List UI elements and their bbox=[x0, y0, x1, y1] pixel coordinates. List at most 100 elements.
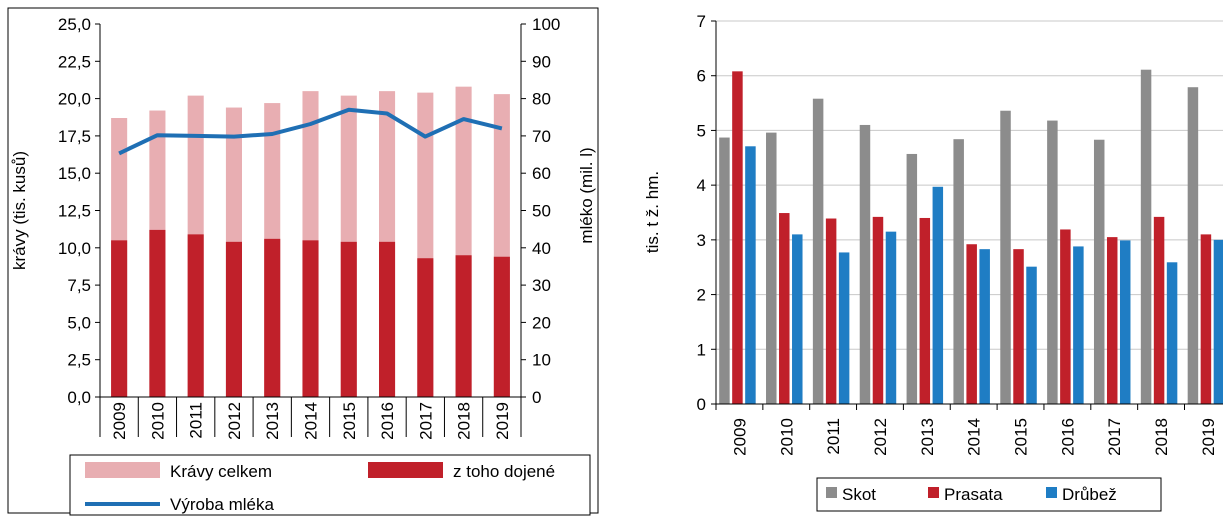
left-tick-label: 0,0 bbox=[67, 388, 91, 407]
left-tick-label: 20,0 bbox=[58, 90, 91, 109]
legend-label-milk-production: Výroba mléka bbox=[170, 495, 274, 514]
legend-label-poultry: Drůbež bbox=[1062, 485, 1117, 504]
bar-cattle bbox=[766, 132, 777, 405]
legend-label-total-cows: Krávy celkem bbox=[170, 462, 272, 481]
bar-milked-cows bbox=[340, 241, 357, 397]
x-tick-label: 2013 bbox=[263, 402, 282, 440]
meat-production-chart: 0 1 2 3 4 5 6 7 2009 2010 2011 2012 2013 2014 2015 2016… bbox=[643, 12, 1223, 512]
bar-pigs bbox=[1106, 237, 1118, 404]
right-tick-label: 100 bbox=[532, 15, 560, 34]
bar-cattle bbox=[859, 124, 871, 404]
left-tick-label: 12,5 bbox=[58, 202, 91, 221]
left-tick-label: 2,5 bbox=[67, 351, 91, 370]
bar-cattle bbox=[1000, 110, 1011, 404]
bar-milked-cows bbox=[225, 241, 242, 397]
bar-pigs bbox=[1200, 234, 1212, 404]
bar-cattle bbox=[1187, 87, 1199, 404]
right-tick-label: 40 bbox=[532, 239, 551, 258]
bar-cattle bbox=[906, 153, 918, 404]
legend-label-cattle: Skot bbox=[842, 485, 876, 504]
left-tick-label: 22,5 bbox=[58, 52, 91, 71]
left-tick-label: 17,5 bbox=[58, 127, 91, 146]
bar-poultry bbox=[1026, 266, 1037, 404]
line-milk-production bbox=[118, 107, 503, 156]
bar-pigs bbox=[1153, 216, 1165, 404]
y-tick-label: 4 bbox=[697, 176, 706, 195]
right-tick-label: 10 bbox=[532, 351, 551, 370]
x-tick-label: 2009 bbox=[730, 418, 749, 456]
x-tick-label: 2017 bbox=[416, 402, 435, 440]
bar-poultry bbox=[1213, 239, 1223, 404]
bar-poultry bbox=[932, 186, 944, 404]
legend-swatch-total-cows bbox=[85, 462, 160, 478]
x-tick-label: 2019 bbox=[1199, 418, 1218, 456]
left-tick-label: 10,0 bbox=[58, 239, 91, 258]
bar-poultry bbox=[838, 252, 850, 404]
legend-label-milked-cows: z toho dojené bbox=[453, 462, 555, 481]
x-tick-label: 2018 bbox=[1152, 418, 1171, 456]
bar-pigs bbox=[732, 71, 743, 404]
bar-cattle bbox=[812, 98, 824, 405]
bar-cattle bbox=[1047, 120, 1058, 404]
bar-poultry bbox=[979, 249, 990, 404]
legend-swatch-pigs bbox=[928, 487, 939, 498]
x-tick-label: 2015 bbox=[1012, 418, 1031, 456]
left-tick-label: 25,0 bbox=[58, 15, 91, 34]
y-tick-label: 7 bbox=[697, 12, 706, 31]
bar-pigs bbox=[1013, 249, 1024, 404]
bar-poultry bbox=[1119, 240, 1131, 404]
x-tick-label: 2016 bbox=[1058, 418, 1077, 456]
left-tick-label: 15,0 bbox=[58, 164, 91, 183]
bar-pigs bbox=[1060, 229, 1071, 404]
right-tick-label: 60 bbox=[532, 164, 551, 183]
legend-label-pigs: Prasata bbox=[944, 485, 1003, 504]
x-tick-label: 2018 bbox=[455, 402, 474, 440]
left-tick-label: 7,5 bbox=[67, 276, 91, 295]
x-tick-label: 2010 bbox=[148, 402, 167, 440]
legend-box bbox=[816, 477, 1162, 512]
legend-swatch-milked-cows bbox=[368, 462, 443, 478]
bar-pigs bbox=[779, 213, 790, 404]
bar-milked-cows bbox=[379, 241, 396, 397]
legend-swatch-poultry bbox=[1046, 487, 1057, 498]
bar-poultry bbox=[1166, 262, 1178, 404]
bar-poultry bbox=[885, 231, 897, 404]
x-tick-label: 2017 bbox=[1105, 418, 1124, 456]
x-tick-label: 2015 bbox=[340, 402, 359, 440]
bar-poultry bbox=[1073, 246, 1084, 404]
right-tick-label: 20 bbox=[532, 313, 551, 332]
y-tick-label: 0 bbox=[697, 395, 706, 414]
x-tick-label: 2011 bbox=[187, 402, 206, 439]
right-tick-label: 0 bbox=[532, 388, 541, 407]
y-axis-title: krávy (tis. kusů) bbox=[10, 151, 29, 270]
bar-poultry bbox=[745, 146, 756, 404]
bar-pigs bbox=[919, 217, 931, 404]
x-tick-label: 2012 bbox=[225, 402, 244, 440]
y-axis-title-right: mléko (mil. l) bbox=[577, 147, 596, 243]
bar-milked-cows bbox=[187, 234, 204, 397]
bar-pigs bbox=[966, 244, 977, 404]
x-tick-label: 2014 bbox=[302, 402, 321, 440]
right-tick-label: 50 bbox=[532, 202, 551, 221]
bar-milked-cows bbox=[111, 240, 128, 397]
x-tick-label: 2012 bbox=[871, 418, 890, 456]
y-tick-label: 2 bbox=[697, 286, 706, 305]
x-tick-label: 2009 bbox=[110, 402, 129, 440]
x-tick-label: 2011 bbox=[824, 418, 843, 455]
legend-swatch-cattle bbox=[826, 487, 837, 498]
bar-poultry bbox=[792, 234, 803, 404]
right-tick-label: 30 bbox=[532, 276, 551, 295]
bar-milked-cows bbox=[149, 229, 166, 397]
y-tick-label: 5 bbox=[697, 121, 706, 140]
bar-cattle bbox=[1140, 69, 1152, 405]
bar-pigs bbox=[825, 218, 837, 404]
y-tick-label: 3 bbox=[697, 231, 706, 250]
bar-cattle bbox=[953, 139, 964, 404]
bar-cattle bbox=[1093, 139, 1105, 405]
y-tick-label: 1 bbox=[697, 340, 706, 359]
x-tick-label: 2013 bbox=[918, 418, 937, 456]
left-tick-label: 5,0 bbox=[67, 313, 91, 332]
x-tick-label: 2019 bbox=[493, 402, 512, 440]
bar-milked-cows bbox=[455, 255, 472, 397]
bar-milked-cows bbox=[493, 256, 510, 397]
